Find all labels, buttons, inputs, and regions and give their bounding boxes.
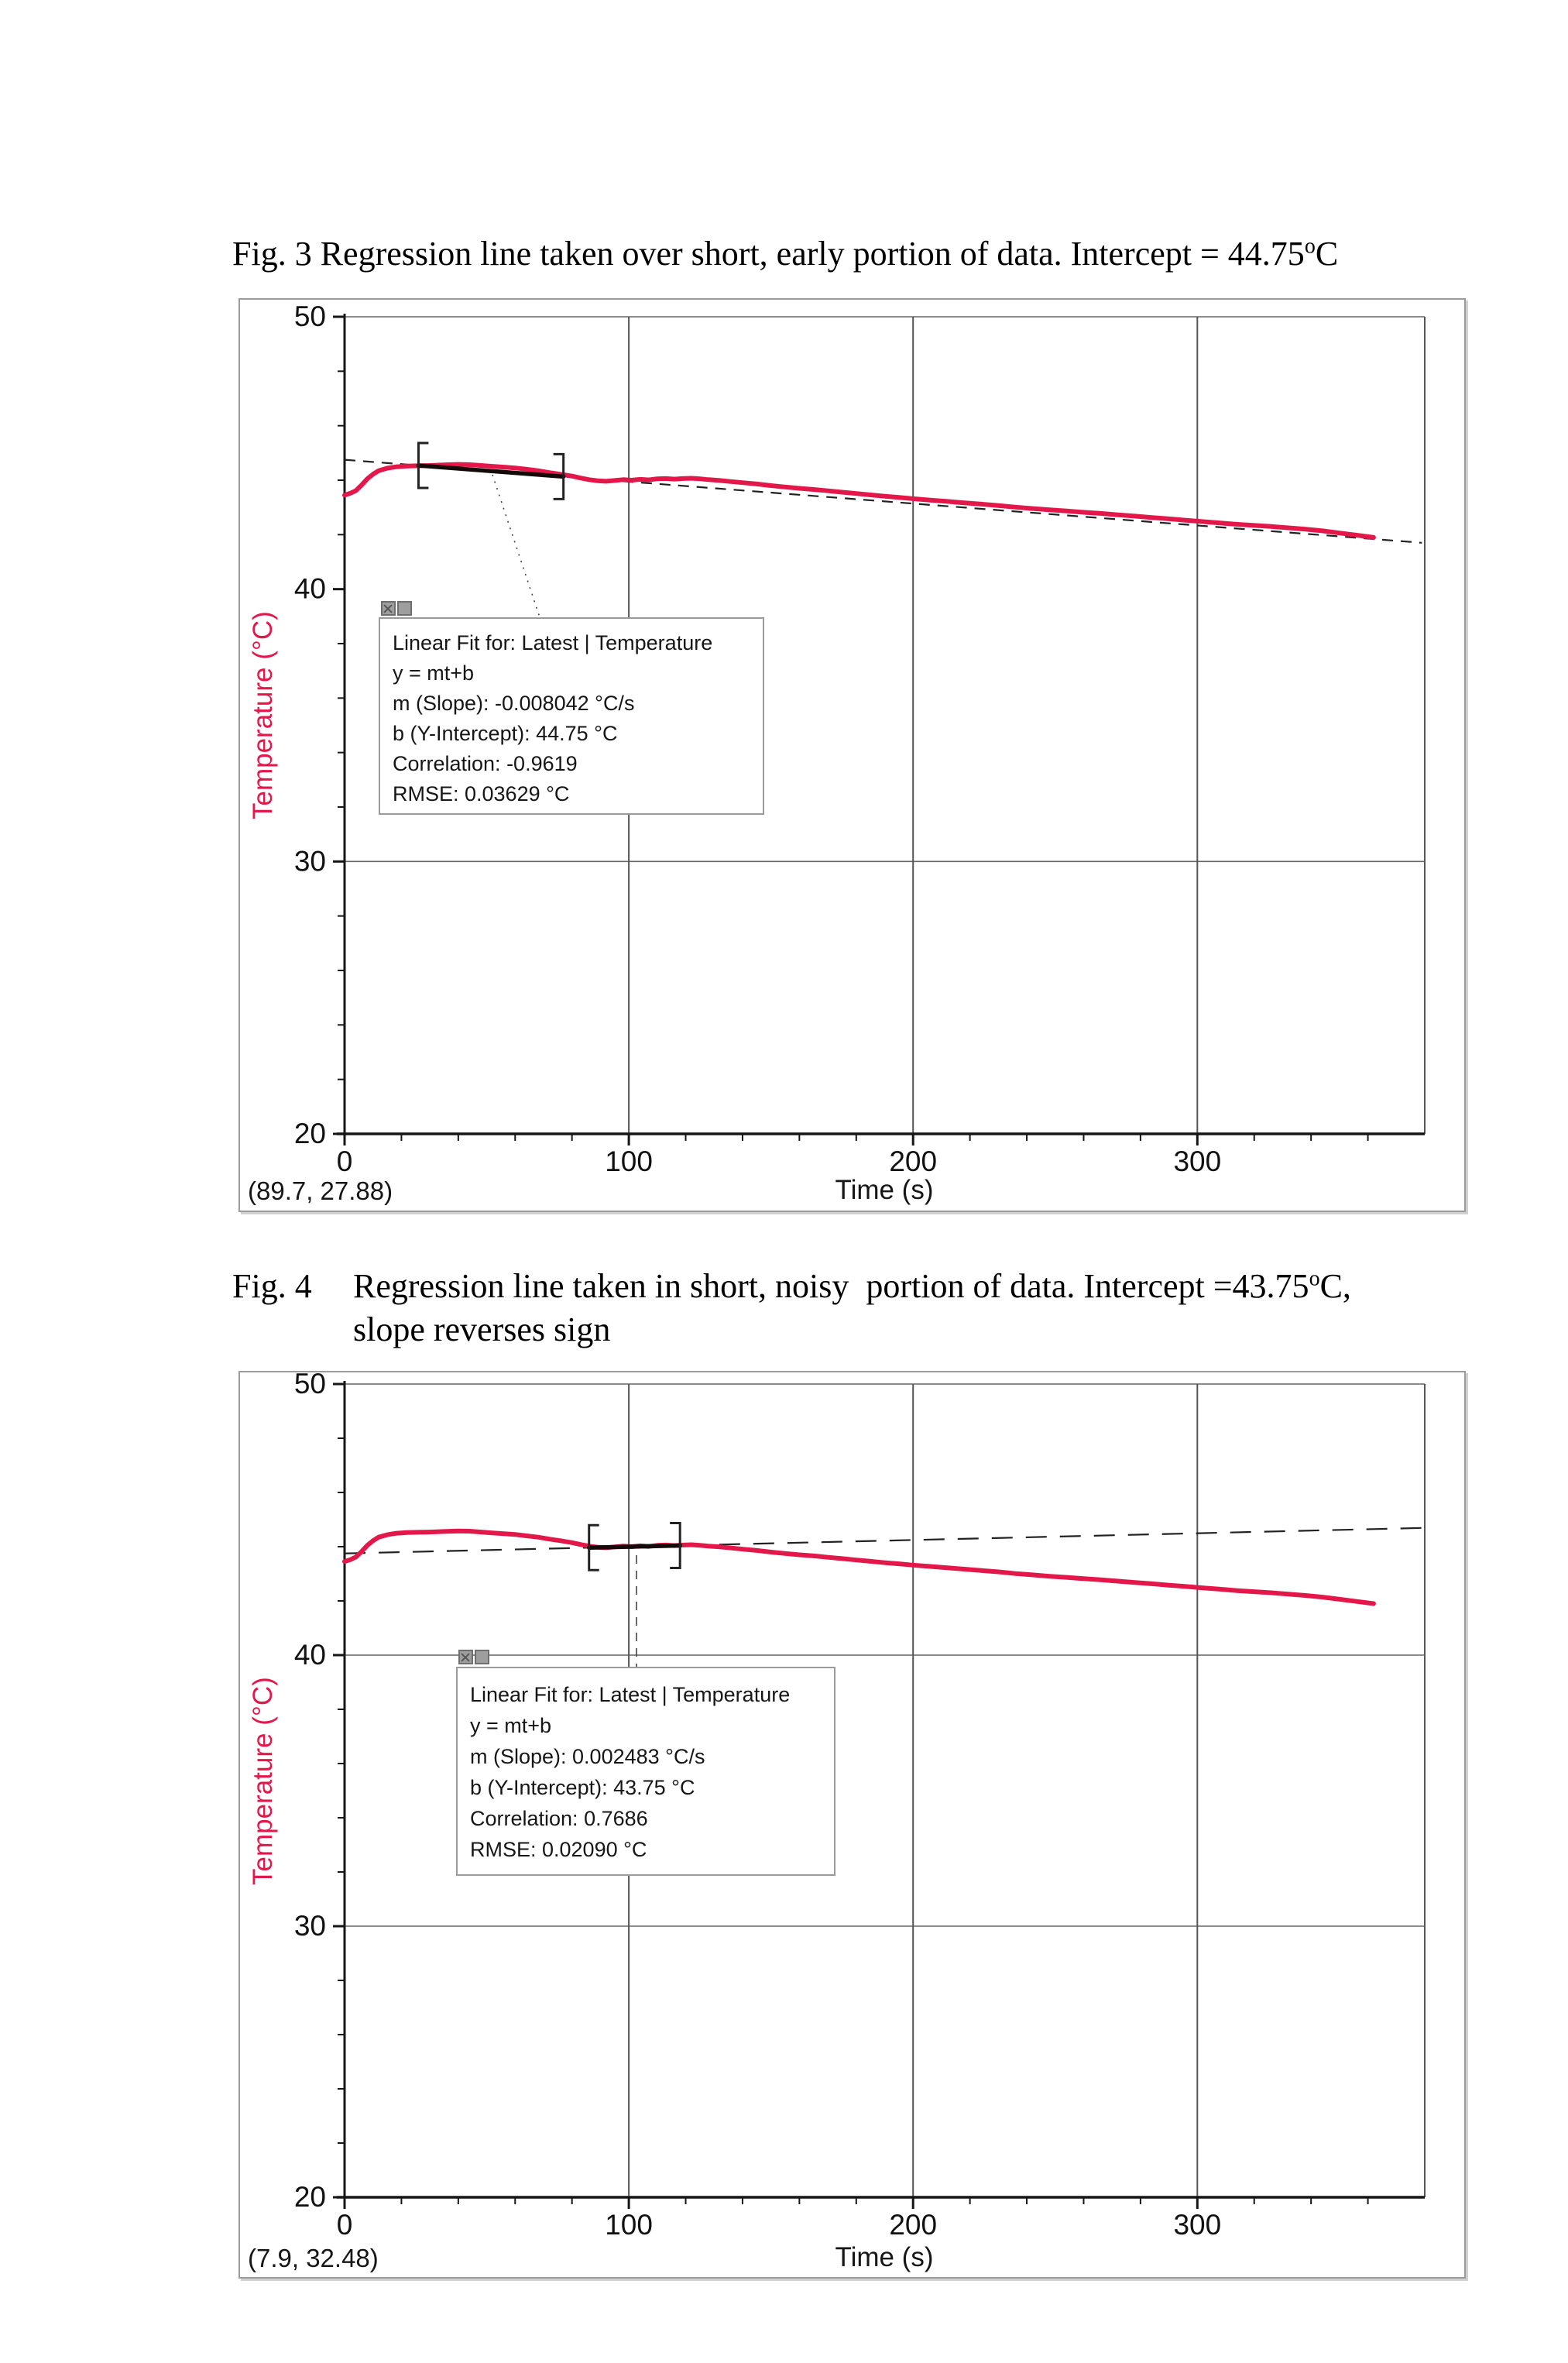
regression-dashed-line bbox=[344, 459, 1422, 544]
y-tick-label: 20 bbox=[294, 2181, 326, 2213]
y-tick-label: 50 bbox=[294, 1372, 326, 1400]
temperature-curve bbox=[342, 462, 1376, 540]
selection-bracket-left bbox=[417, 441, 429, 489]
x-tick-label: 200 bbox=[889, 1145, 937, 1177]
caption-fig3-unit: C bbox=[1315, 235, 1339, 273]
caption-fig4-degree-sup: o bbox=[1309, 1266, 1320, 1291]
fit-box-leader-line bbox=[492, 474, 540, 618]
fit-box-equation: y = mt+b bbox=[393, 661, 475, 685]
fit-box-equation: y = mt+b bbox=[470, 1714, 552, 1737]
y-tick-label: 30 bbox=[294, 1910, 326, 1942]
fig4-x-axis-title: Time (s) bbox=[835, 2242, 934, 2272]
fit-box-slope: m (Slope): -0.008042 °C/s bbox=[393, 692, 635, 715]
y-tick-label: 40 bbox=[294, 1639, 326, 1671]
fig3-linear-fit-box: Linear Fit for: Latest | Temperature y =… bbox=[379, 617, 764, 815]
fig3-fit-box-controls bbox=[381, 601, 412, 616]
legend-close-icon bbox=[458, 1650, 473, 1664]
y-tick-label: 20 bbox=[294, 1118, 326, 1149]
fit-box-rmse: RMSE: 0.03629 °C bbox=[393, 782, 570, 805]
x-tick-label: 100 bbox=[605, 1145, 653, 1177]
fit-box-correlation: Correlation: 0.7686 bbox=[470, 1807, 648, 1830]
y-tick-label: 30 bbox=[294, 845, 326, 877]
fig4-fit-box-controls bbox=[458, 1650, 489, 1664]
legend-anchor-icon bbox=[397, 601, 412, 616]
fit-box-rmse: RMSE: 0.02090 °C bbox=[470, 1838, 647, 1861]
caption-fig4-line1: Regression line taken in short, noisy po… bbox=[353, 1267, 1309, 1305]
fit-box-intercept: b (Y-Intercept): 43.75 °C bbox=[470, 1776, 695, 1799]
fig3-cursor-readout: (89.7, 27.88) bbox=[248, 1176, 393, 1205]
fig4-linear-fit-box: Linear Fit for: Latest | Temperature y =… bbox=[456, 1667, 835, 1876]
caption-fig4-line1-unit: C, bbox=[1319, 1267, 1351, 1305]
temperature-curve bbox=[342, 1528, 1376, 1606]
caption-fig3: Fig. 3 Regression line taken over short,… bbox=[232, 232, 1338, 276]
caption-fig4-body: Regression line taken in short, noisy po… bbox=[353, 1265, 1351, 1352]
fit-box-title: Linear Fit for: Latest | Temperature bbox=[393, 631, 713, 654]
x-tick-label: 0 bbox=[337, 2209, 353, 2241]
fit-box-title: Linear Fit for: Latest | Temperature bbox=[470, 1683, 791, 1706]
x-tick-label: 200 bbox=[889, 2209, 937, 2241]
caption-fig4: Fig. 4 Regression line taken in short, n… bbox=[232, 1265, 1351, 1352]
fit-selected-segment bbox=[586, 1543, 682, 1551]
caption-fig4-number: Fig. 4 bbox=[232, 1267, 312, 1305]
fig4-y-axis-title: Temperature (°C) bbox=[248, 1677, 278, 1885]
figure-3-chart-frame: 50 40 30 20 0 100 200 300 Temperature (°C) Time… bbox=[238, 298, 1466, 1212]
fit-box-intercept: b (Y-Intercept): 44.75 °C bbox=[393, 722, 618, 745]
selection-bracket-left bbox=[588, 1523, 599, 1571]
x-tick-label: 0 bbox=[337, 1145, 353, 1177]
legend-close-icon bbox=[381, 601, 396, 616]
caption-fig3-text: Regression line taken over short, early … bbox=[311, 235, 1305, 273]
caption-fig4-line2: slope reverses sign bbox=[353, 1310, 611, 1348]
legend-anchor-icon bbox=[475, 1650, 489, 1664]
fit-box-slope: m (Slope): 0.002483 °C/s bbox=[470, 1745, 705, 1768]
y-tick-label: 40 bbox=[294, 573, 326, 605]
fit-box-correlation: Correlation: -0.9619 bbox=[393, 752, 578, 775]
fig3-x-axis-title: Time (s) bbox=[835, 1175, 934, 1205]
x-tick-label: 300 bbox=[1173, 2209, 1221, 2241]
figure-4-chart-frame: 50 40 30 20 0 100 200 300 Temperature (°C) Time… bbox=[238, 1371, 1466, 2279]
fig4-cursor-readout: (7.9, 32.48) bbox=[248, 2244, 379, 2272]
caption-fig3-degree-sup: o bbox=[1304, 234, 1316, 259]
selection-bracket-right bbox=[553, 452, 565, 500]
x-tick-label: 100 bbox=[605, 2209, 653, 2241]
fig3-y-axis-title: Temperature (°C) bbox=[248, 611, 278, 819]
x-tick-label: 300 bbox=[1173, 1145, 1221, 1177]
caption-fig3-number: Fig. 3 bbox=[232, 235, 312, 273]
regression-dashed-line bbox=[344, 1527, 1422, 1554]
selection-bracket-right bbox=[670, 1521, 681, 1569]
y-tick-label: 50 bbox=[294, 301, 326, 332]
fit-selected-segment bbox=[416, 463, 566, 479]
